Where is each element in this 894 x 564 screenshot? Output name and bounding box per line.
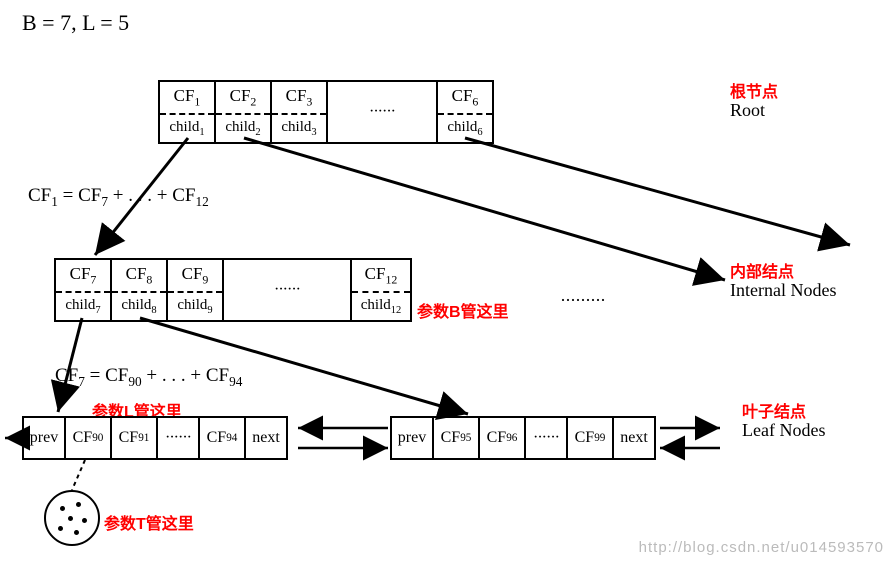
- leaf-prev: prev: [22, 416, 66, 460]
- leaf-next: next: [244, 416, 288, 460]
- leaf-next: next: [612, 416, 656, 460]
- root-cell: CF2 child2: [214, 80, 272, 144]
- root-cell-bot: child6: [438, 115, 492, 142]
- internal-cell: CF7 child7: [54, 258, 112, 322]
- internal-cell-bot: child8: [112, 293, 166, 320]
- leaf-right: prev CF95 CF96 ······ CF99 next: [390, 416, 656, 460]
- leaf-dots: ······: [524, 416, 568, 460]
- internal-cell: CF8 child8: [110, 258, 168, 322]
- root-cell-top: CF2: [216, 82, 270, 115]
- leaf-cell: CF91: [110, 416, 158, 460]
- cluster-circle: [44, 490, 100, 546]
- internal-cell-top: CF9: [168, 260, 222, 293]
- internal-cell-top: CF8: [112, 260, 166, 293]
- root-cell-bot: child3: [272, 115, 326, 142]
- root-cell: CF1 child1: [158, 80, 216, 144]
- internal-param-b: 参数B管这里: [417, 298, 509, 322]
- internal-red-label: 内部结点: [730, 258, 794, 282]
- internal-cell-last: CF12 child12: [350, 258, 412, 322]
- cluster-param-t: 参数T管这里: [104, 510, 194, 534]
- internal-cell-bot: child12: [352, 293, 410, 320]
- root-cell-bot: child1: [160, 115, 214, 142]
- internal-cell-bot: child9: [168, 293, 222, 320]
- leaf-red-label: 叶子结点: [742, 398, 806, 422]
- root-cell: CF3 child3: [270, 80, 328, 144]
- leaf-en-label: Leaf Nodes: [742, 420, 825, 441]
- internal-node: CF7 child7 CF8 child8 CF9 child9 ······ …: [54, 258, 412, 322]
- root-cell-top: CF6: [438, 82, 492, 115]
- leaf-cell: CF94: [198, 416, 246, 460]
- leaf-dots: ······: [156, 416, 200, 460]
- root-cell-last: CF6 child6: [436, 80, 494, 144]
- root-node: CF1 child1 CF2 child2 CF3 child3 ······ …: [158, 80, 494, 144]
- root-cell-top: CF3: [272, 82, 326, 115]
- internal-cell: CF9 child9: [166, 258, 224, 322]
- internal-cell-top: CF12: [352, 260, 410, 293]
- watermark: http://blog.csdn.net/u014593570: [639, 539, 884, 556]
- title-formula: B = 7, L = 5: [22, 10, 129, 36]
- internal-en-label: Internal Nodes: [730, 280, 836, 301]
- internal-trailing-dots: ·········: [560, 290, 605, 311]
- root-en-label: Root: [730, 100, 765, 121]
- leaf-cell: CF90: [64, 416, 112, 460]
- root-dots: ······: [326, 80, 438, 144]
- leaf-cell: CF96: [478, 416, 526, 460]
- internal-cell-top: CF7: [56, 260, 110, 293]
- internal-dots: ······: [222, 258, 352, 322]
- root-cell-bot: child2: [216, 115, 270, 142]
- leaf-cell: CF95: [432, 416, 480, 460]
- root-cell-top: CF1: [160, 82, 214, 115]
- leaf-prev: prev: [390, 416, 434, 460]
- leaf-cell: CF99: [566, 416, 614, 460]
- formula-cf7: CF7 = CF90 + . . . + CF94: [55, 365, 242, 390]
- root-red-label: 根节点: [730, 78, 778, 102]
- formula-cf1: CF1 = CF7 + . . . + CF12: [28, 185, 209, 210]
- leaf-left: prev CF90 CF91 ······ CF94 next: [22, 416, 288, 460]
- internal-cell-bot: child7: [56, 293, 110, 320]
